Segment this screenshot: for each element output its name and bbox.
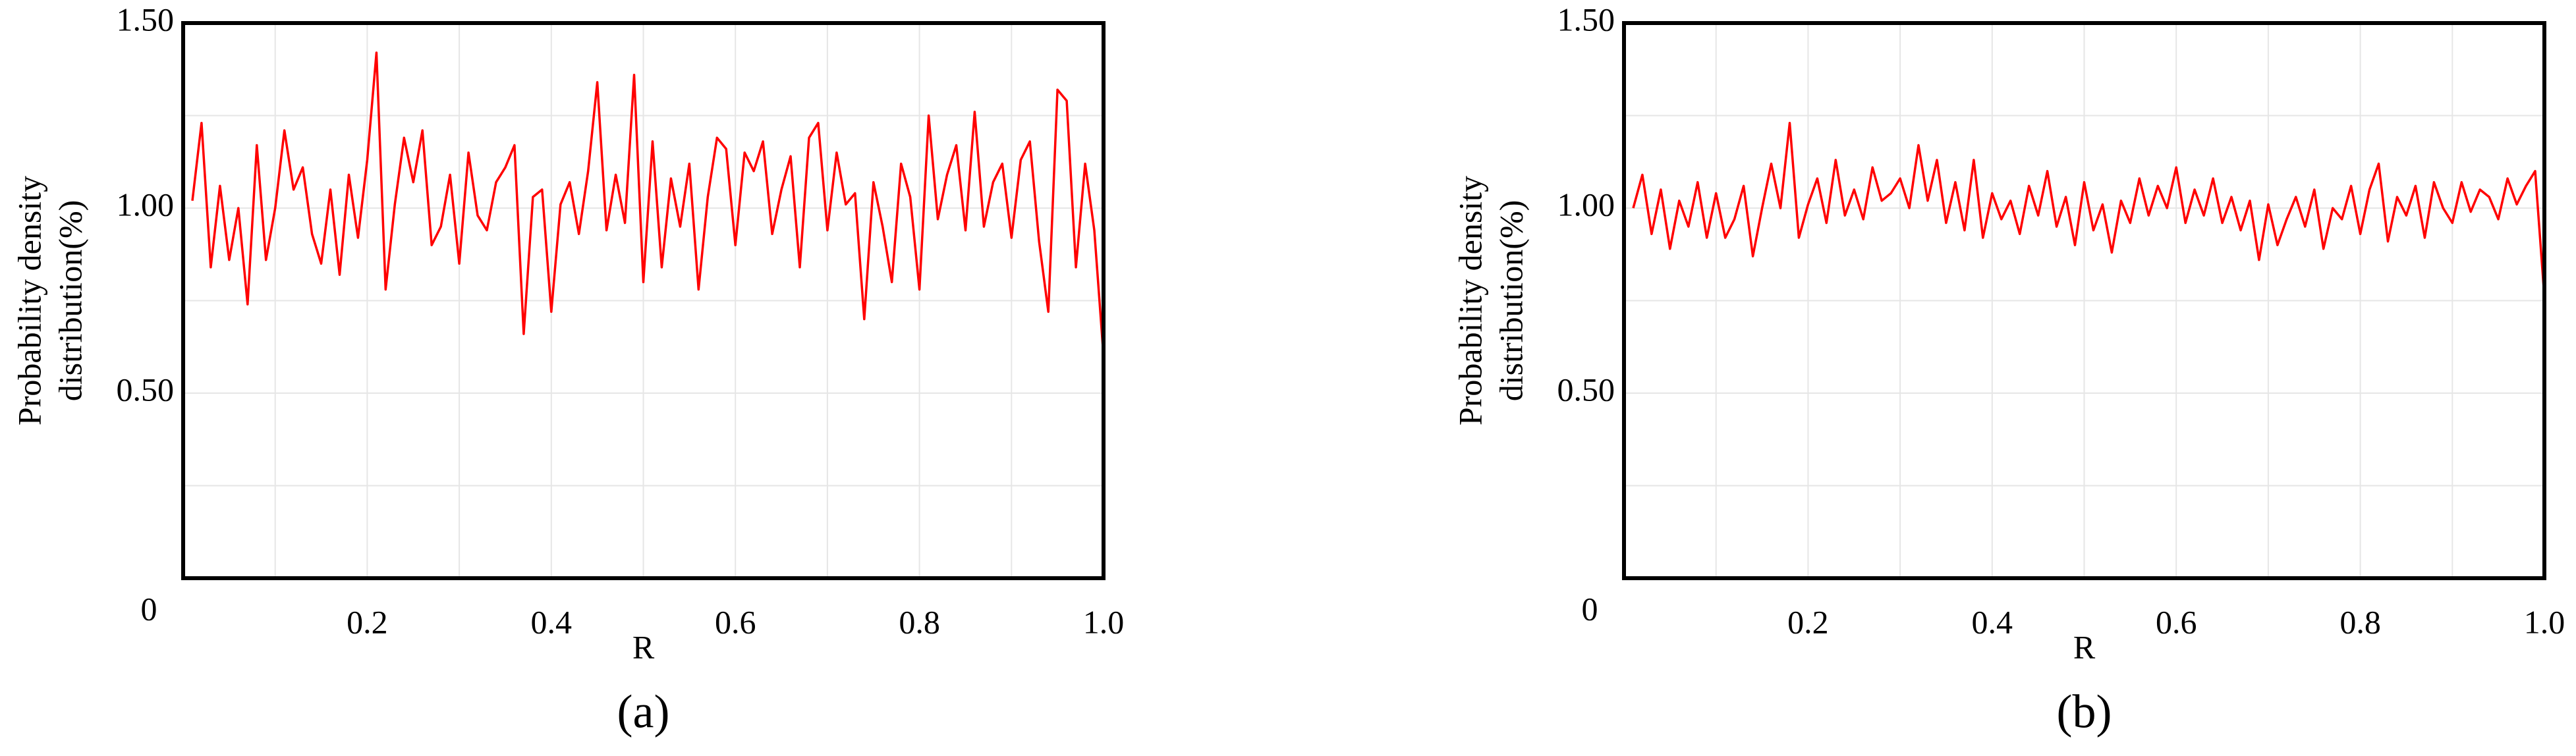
x-axis-label: R bbox=[632, 628, 655, 665]
plot-frame bbox=[181, 21, 1106, 580]
x-axis-label: R bbox=[2073, 628, 2096, 665]
y-tick-label: 1.50 bbox=[1557, 1, 1615, 38]
data-line bbox=[1632, 121, 2546, 298]
panel-caption: (b) bbox=[2057, 686, 2112, 738]
x-tick-label: 1.0 bbox=[1083, 603, 1125, 640]
x-tick-label: 0.8 bbox=[2339, 603, 2381, 640]
x-tick-label: 0.6 bbox=[715, 603, 756, 640]
y-axis-label: distribution(%) bbox=[1492, 200, 1529, 402]
x-tick-label: 0.2 bbox=[347, 603, 388, 640]
x-tick-label: 1.0 bbox=[2524, 603, 2565, 640]
x-tick-label: 0.2 bbox=[1787, 603, 1829, 640]
x-tick-label: 0 bbox=[141, 590, 157, 627]
x-tick-label: 0.6 bbox=[2156, 603, 2197, 640]
y-tick-label: 1.00 bbox=[1557, 186, 1615, 223]
x-tick-label: 0.8 bbox=[899, 603, 940, 640]
y-tick-label: 0.50 bbox=[1557, 371, 1615, 408]
panel-caption: (a) bbox=[617, 686, 670, 738]
y-tick-label: 1.00 bbox=[117, 186, 175, 223]
x-tick-label: 0.4 bbox=[1972, 603, 2013, 640]
plot-frame bbox=[1622, 21, 2546, 580]
data-line bbox=[191, 51, 1105, 356]
y-tick-label: 1.50 bbox=[117, 1, 175, 38]
y-axis-label: Probability density bbox=[1451, 176, 1488, 425]
y-axis-label: distribution(%) bbox=[51, 200, 88, 402]
y-tick-label: 0.50 bbox=[117, 371, 175, 408]
x-tick-label: 0.4 bbox=[531, 603, 573, 640]
x-tick-label: 0 bbox=[1582, 590, 1598, 627]
y-axis-label: Probability density bbox=[11, 176, 47, 425]
